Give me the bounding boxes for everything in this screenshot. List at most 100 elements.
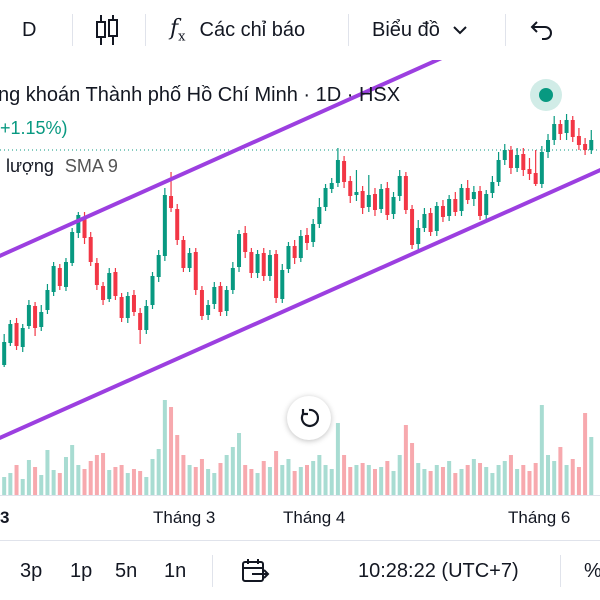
- candle-body: [305, 235, 309, 243]
- candle-body: [317, 207, 322, 224]
- volume-bar: [508, 455, 513, 495]
- volume-bar: [366, 465, 371, 495]
- volume-bar: [2, 477, 7, 495]
- candle-body: [570, 120, 575, 137]
- volume-bar: [88, 461, 93, 495]
- interval-label: D: [22, 18, 37, 41]
- volume-bar: [181, 455, 186, 495]
- volume-bar: [199, 459, 204, 495]
- chart-pane[interactable]: [0, 60, 600, 495]
- candle-body: [138, 313, 143, 330]
- volume-bar: [317, 455, 322, 495]
- price-chart[interactable]: [0, 60, 600, 495]
- candle-body: [552, 124, 557, 140]
- volume-bar: [150, 459, 155, 495]
- symbol-title[interactable]: ng khoán Thành phố Hồ Chí Minh · 1D · HS…: [0, 84, 401, 106]
- candle-body: [243, 233, 248, 252]
- candle-body: [175, 209, 180, 240]
- candle-body: [274, 254, 279, 298]
- candle-body: [508, 150, 513, 168]
- candle-body: [527, 169, 532, 174]
- candle-body: [286, 246, 291, 269]
- candles-icon: [96, 15, 118, 45]
- candle-body: [478, 191, 483, 216]
- reset-chart-button[interactable]: [287, 396, 331, 440]
- volume-bar: [583, 413, 588, 495]
- volume-bar: [33, 467, 38, 495]
- volume-bar: [206, 469, 211, 495]
- volume-bar: [175, 435, 180, 495]
- volume-bar: [360, 463, 365, 495]
- toolbar-divider: [348, 14, 349, 46]
- candle-body: [558, 124, 563, 134]
- volume-bar: [292, 471, 297, 495]
- range-button-5n[interactable]: 5n: [115, 541, 137, 600]
- volume-legend[interactable]: lượng SMA 9: [6, 156, 118, 177]
- volume-bar: [8, 473, 13, 495]
- indicators-button[interactable]: fx Các chỉ báo: [170, 0, 305, 60]
- candle-body: [589, 140, 594, 150]
- candle-body: [434, 206, 439, 231]
- range-button-3p[interactable]: 3p: [20, 541, 42, 600]
- candle-body: [397, 176, 402, 196]
- candle-body: [521, 154, 526, 170]
- candle-body: [354, 192, 359, 195]
- candle-body: [502, 150, 507, 160]
- volume-bar: [348, 467, 353, 495]
- percent-toggle[interactable]: %: [584, 541, 600, 600]
- volume-bar: [471, 459, 476, 495]
- candle-body: [490, 182, 495, 193]
- volume-bar: [267, 467, 272, 495]
- volume-bar: [440, 467, 445, 495]
- candle-body: [261, 253, 266, 276]
- volume-label: lượng: [6, 156, 54, 176]
- chart-type-button[interactable]: Biểu đồ: [372, 0, 468, 60]
- chart-style-button[interactable]: [94, 0, 120, 60]
- candle-body: [391, 197, 396, 214]
- volume-bar: [255, 473, 260, 495]
- volume-bar: [274, 451, 279, 495]
- range-button-1p[interactable]: 1p: [70, 541, 92, 600]
- candle-body: [144, 306, 149, 330]
- candle-body: [101, 286, 106, 300]
- volume-bar: [329, 469, 334, 495]
- interval-button[interactable]: D: [22, 0, 36, 60]
- volume-bar: [70, 445, 75, 495]
- range-button-1n[interactable]: 1n: [164, 541, 186, 600]
- volume-bar: [502, 461, 507, 495]
- volume-bar: [428, 471, 433, 495]
- candle-body: [45, 290, 50, 310]
- volume-bar: [156, 449, 161, 495]
- volume-bar: [410, 443, 415, 495]
- candle-body: [206, 305, 211, 315]
- live-dot-icon: [539, 88, 553, 102]
- volume-bar: [576, 467, 581, 495]
- candle-body: [576, 136, 581, 145]
- candle-body: [416, 228, 421, 244]
- clock-timezone[interactable]: 10:28:22 (UTC+7): [358, 541, 519, 600]
- toolbar-divider: [560, 555, 561, 587]
- candle-body: [348, 181, 353, 196]
- volume-bar: [51, 470, 56, 495]
- volume-bar: [218, 463, 223, 495]
- candle-body: [51, 266, 56, 292]
- volume-bar: [311, 461, 316, 495]
- candle-body: [323, 188, 328, 207]
- candle-body: [212, 287, 217, 304]
- candle-body: [360, 191, 365, 208]
- undo-button[interactable]: [528, 0, 554, 60]
- volume-bar: [323, 465, 328, 495]
- candle-body: [199, 290, 204, 316]
- time-axis[interactable]: 3 Tháng 3 Tháng 4 Tháng 6: [0, 495, 600, 540]
- volume-bar: [354, 465, 359, 495]
- time-readout: 10:28:22 (UTC+7): [358, 559, 519, 582]
- volume-bar: [416, 463, 421, 495]
- volume-bar: [125, 473, 130, 495]
- volume-bar: [305, 465, 309, 495]
- candle-body: [249, 252, 254, 273]
- volume-bar: [533, 463, 538, 495]
- candle-body: [162, 195, 167, 256]
- goto-date-button[interactable]: [240, 541, 270, 600]
- candle-body: [131, 295, 136, 312]
- candle-body: [94, 263, 99, 285]
